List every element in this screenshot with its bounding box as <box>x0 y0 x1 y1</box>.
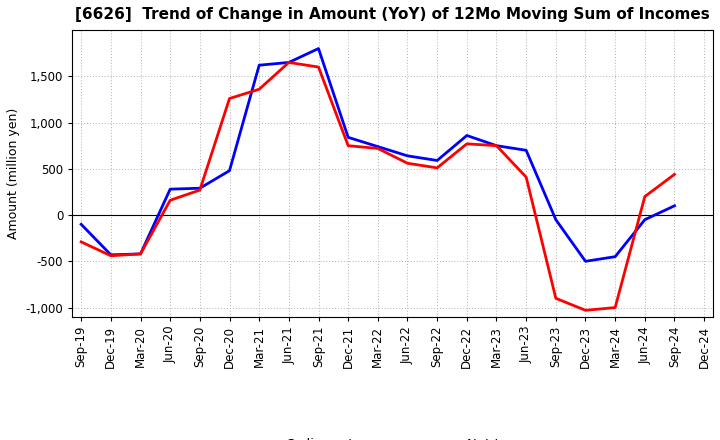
Line: Net Income: Net Income <box>81 62 675 310</box>
Net Income <box>552 296 560 301</box>
Ordinary Income <box>77 222 86 227</box>
Ordinary Income <box>196 186 204 191</box>
Ordinary Income <box>433 158 441 163</box>
Y-axis label: Amount (million yen): Amount (million yen) <box>7 108 20 239</box>
Net Income <box>492 143 501 148</box>
Ordinary Income <box>670 203 679 209</box>
Ordinary Income <box>374 144 382 149</box>
Net Income <box>670 172 679 177</box>
Ordinary Income <box>641 217 649 222</box>
Net Income <box>462 141 471 147</box>
Line: Ordinary Income: Ordinary Income <box>81 48 675 261</box>
Net Income <box>344 143 353 148</box>
Net Income <box>522 175 531 180</box>
Ordinary Income <box>136 251 145 257</box>
Net Income <box>77 239 86 245</box>
Net Income <box>611 305 619 310</box>
Ordinary Income <box>462 133 471 138</box>
Net Income <box>374 146 382 151</box>
Ordinary Income <box>255 62 264 68</box>
Ordinary Income <box>492 143 501 148</box>
Net Income <box>196 187 204 193</box>
Ordinary Income <box>225 168 234 173</box>
Net Income <box>403 161 412 166</box>
Legend: Ordinary Income, Net Income: Ordinary Income, Net Income <box>237 433 549 440</box>
Net Income <box>581 308 590 313</box>
Ordinary Income <box>581 259 590 264</box>
Net Income <box>107 253 115 258</box>
Ordinary Income <box>611 254 619 259</box>
Ordinary Income <box>403 153 412 158</box>
Ordinary Income <box>552 217 560 222</box>
Ordinary Income <box>166 187 174 192</box>
Ordinary Income <box>107 252 115 257</box>
Net Income <box>255 87 264 92</box>
Ordinary Income <box>344 135 353 140</box>
Ordinary Income <box>522 148 531 153</box>
Net Income <box>136 251 145 257</box>
Net Income <box>166 198 174 203</box>
Ordinary Income <box>314 46 323 51</box>
Net Income <box>314 64 323 70</box>
Net Income <box>433 165 441 171</box>
Net Income <box>641 194 649 199</box>
Net Income <box>284 60 293 65</box>
Title: [6626]  Trend of Change in Amount (YoY) of 12Mo Moving Sum of Incomes: [6626] Trend of Change in Amount (YoY) o… <box>76 7 710 22</box>
Net Income <box>225 96 234 101</box>
Ordinary Income <box>284 60 293 65</box>
